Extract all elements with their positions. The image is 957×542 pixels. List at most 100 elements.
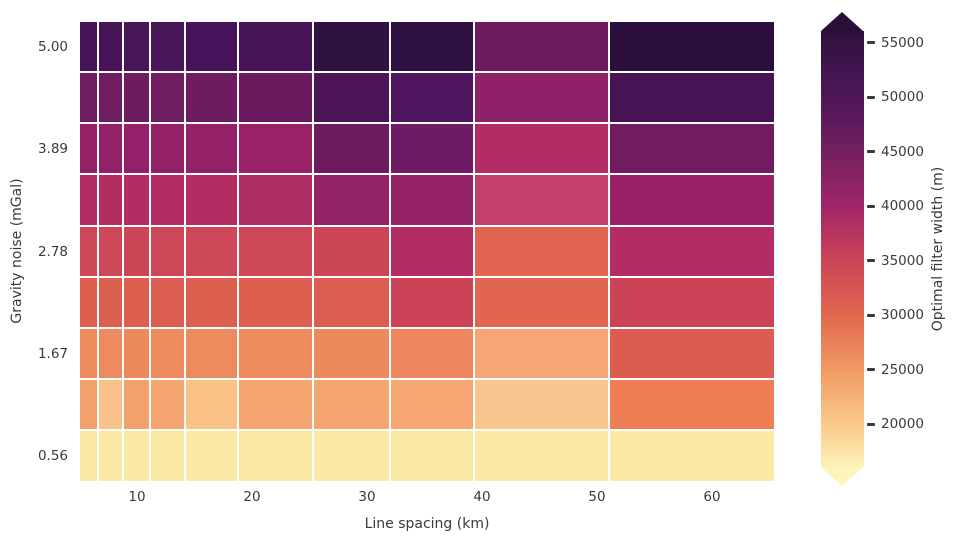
heatmap-cell	[314, 278, 389, 327]
heatmap-cell	[186, 227, 237, 276]
heatmap-cell	[391, 73, 473, 122]
x-tick-label: 20	[243, 489, 261, 505]
heatmap-cell	[99, 227, 122, 276]
heatmap-cell	[239, 124, 312, 173]
heatmap-cell	[99, 175, 122, 225]
heatmap-cell	[99, 329, 122, 378]
x-tick-label: 60	[703, 489, 721, 505]
heatmap-cell	[80, 278, 97, 327]
heatmap-cell	[239, 227, 312, 276]
colorbar-tick-mark	[867, 259, 875, 263]
heatmap-cell	[186, 124, 237, 173]
heatmap-cell	[239, 431, 312, 481]
heatmap-cell	[391, 431, 473, 481]
heatmap-cell	[186, 380, 237, 429]
heatmap-cell	[99, 380, 122, 429]
colorbar-tick-mark	[867, 422, 875, 426]
colorbar-tick-label: 45000	[881, 143, 924, 160]
heatmap-cell	[391, 227, 473, 276]
heatmap-cell	[124, 22, 149, 71]
heatmap-cell	[391, 329, 473, 378]
heatmap-cell	[151, 380, 184, 429]
heatmap-cell	[151, 73, 184, 122]
heatmap-cell	[314, 124, 389, 173]
heatmap-plot	[79, 21, 775, 482]
colorbar-arrow-down	[821, 467, 863, 486]
heatmap-cell	[124, 329, 149, 378]
heatmap-cell	[610, 380, 774, 429]
heatmap-cell	[124, 73, 149, 122]
heatmap-cell	[391, 175, 473, 225]
heatmap-cell	[239, 175, 312, 225]
heatmap-cell	[475, 329, 608, 378]
heatmap-cell	[610, 431, 774, 481]
colorbar-tick-label: 50000	[881, 89, 924, 106]
heatmap-cell	[80, 329, 97, 378]
heatmap-cell	[124, 380, 149, 429]
heatmap-cell	[186, 73, 237, 122]
heatmap-cell	[239, 380, 312, 429]
colorbar-tick-mark	[867, 150, 875, 154]
heatmap-cell	[80, 227, 97, 276]
heatmap-cell	[80, 175, 97, 225]
heatmap-cell	[475, 175, 608, 225]
heatmap-cell	[99, 124, 122, 173]
heatmap-cell	[80, 380, 97, 429]
heatmap-cell	[610, 124, 774, 173]
colorbar-tick-label: 25000	[881, 361, 924, 378]
heatmap-cell	[186, 22, 237, 71]
heatmap-cell	[314, 227, 389, 276]
heatmap-cell	[151, 124, 184, 173]
heatmap-cell	[80, 73, 97, 122]
heatmap-cell	[610, 278, 774, 327]
heatmap-cell	[314, 175, 389, 225]
heatmap-cell	[186, 175, 237, 225]
heatmap-cell	[124, 124, 149, 173]
heatmap-cell	[80, 124, 97, 173]
heatmap-cell	[151, 431, 184, 481]
heatmap-cell	[314, 380, 389, 429]
colorbar-arrow-up	[821, 12, 863, 31]
heatmap-cell	[151, 227, 184, 276]
heatmap-cell	[610, 22, 774, 71]
heatmap-cell	[391, 22, 473, 71]
heatmap-cell	[239, 73, 312, 122]
heatmap-cell	[151, 329, 184, 378]
heatmap-cell	[151, 22, 184, 71]
heatmap-cell	[124, 227, 149, 276]
heatmap-cell	[99, 431, 122, 481]
heatmap-cell	[475, 431, 608, 481]
y-tick-label: 0.56	[37, 448, 68, 464]
heatmap-cell	[475, 73, 608, 122]
heatmap-cell	[475, 22, 608, 71]
heatmap-cell	[124, 175, 149, 225]
heatmap-cell	[186, 431, 237, 481]
colorbar-tick-mark	[867, 368, 875, 372]
colorbar-tick-label: 30000	[881, 307, 924, 324]
heatmap-cell	[151, 175, 184, 225]
x-tick-label: 10	[128, 489, 146, 505]
colorbar-tick-label: 40000	[881, 198, 924, 215]
y-tick-label: 5.00	[37, 38, 68, 55]
heatmap-cell	[610, 329, 774, 378]
heatmap-cell	[610, 73, 774, 122]
heatmap-cell	[99, 22, 122, 71]
heatmap-cell	[239, 278, 312, 327]
colorbar-tick-mark	[867, 204, 875, 208]
y-tick-label: 1.67	[37, 345, 68, 362]
heatmap-cell	[610, 227, 774, 276]
heatmap-cell	[151, 278, 184, 327]
heatmap-cell	[475, 227, 608, 276]
heatmap-cell	[475, 278, 608, 327]
heatmap-cell	[99, 73, 122, 122]
colorbar-tick-mark	[867, 95, 875, 99]
heatmap-cell	[314, 73, 389, 122]
x-tick-label: 50	[588, 489, 606, 505]
colorbar-label: Optimal filter width (m)	[930, 166, 946, 332]
x-tick-label: 40	[473, 489, 491, 505]
colorbar-tick-label: 20000	[881, 416, 924, 433]
colorbar-tick-mark	[867, 313, 875, 317]
colorbar-tick-label: 55000	[881, 34, 924, 51]
heatmap-cell	[80, 22, 97, 71]
heatmap-cell	[186, 329, 237, 378]
